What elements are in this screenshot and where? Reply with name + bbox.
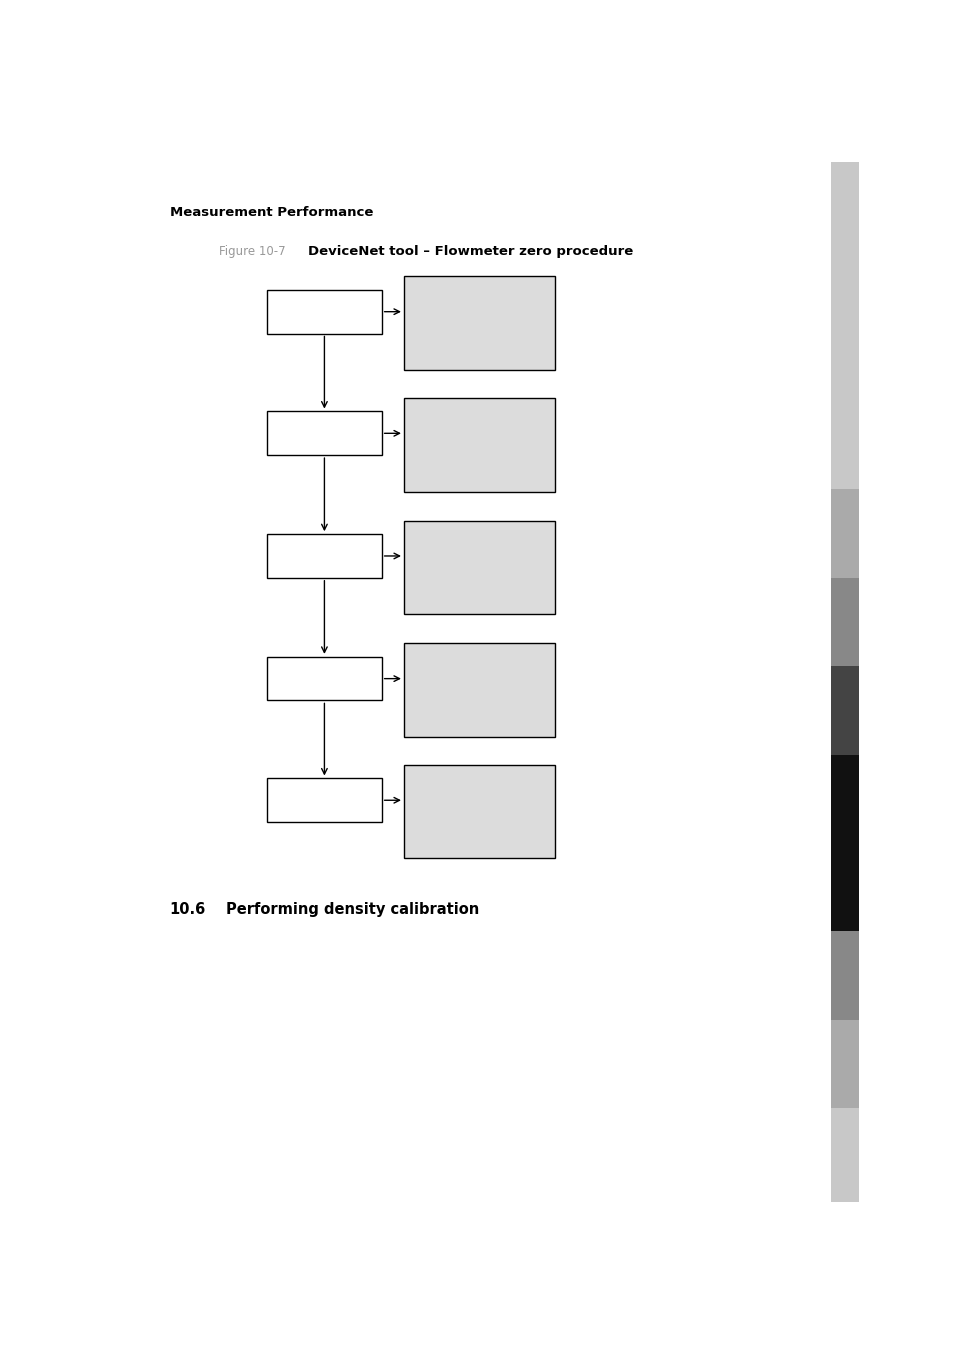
Bar bbox=[830, 1108, 858, 1202]
Bar bbox=[403, 765, 555, 859]
Bar bbox=[830, 931, 858, 1019]
Bar bbox=[830, 578, 858, 666]
Text: Measurement Performance: Measurement Performance bbox=[170, 205, 373, 219]
Bar bbox=[403, 398, 555, 491]
Text: Performing density calibration: Performing density calibration bbox=[226, 902, 479, 917]
Text: 10.6: 10.6 bbox=[170, 902, 206, 917]
Bar bbox=[267, 657, 381, 701]
Bar bbox=[267, 290, 381, 333]
Bar bbox=[830, 1019, 858, 1108]
Bar bbox=[403, 521, 555, 614]
Bar bbox=[403, 277, 555, 370]
Text: Figure 10-7: Figure 10-7 bbox=[219, 246, 285, 258]
Bar bbox=[830, 755, 858, 842]
Text: DeviceNet tool – Flowmeter zero procedure: DeviceNet tool – Flowmeter zero procedur… bbox=[308, 246, 633, 258]
Bar bbox=[830, 490, 858, 578]
Bar bbox=[403, 644, 555, 737]
Bar bbox=[267, 412, 381, 455]
Bar bbox=[267, 535, 381, 578]
Bar bbox=[267, 779, 381, 822]
Bar bbox=[830, 842, 858, 931]
Bar bbox=[830, 666, 858, 755]
Bar bbox=[830, 162, 858, 490]
